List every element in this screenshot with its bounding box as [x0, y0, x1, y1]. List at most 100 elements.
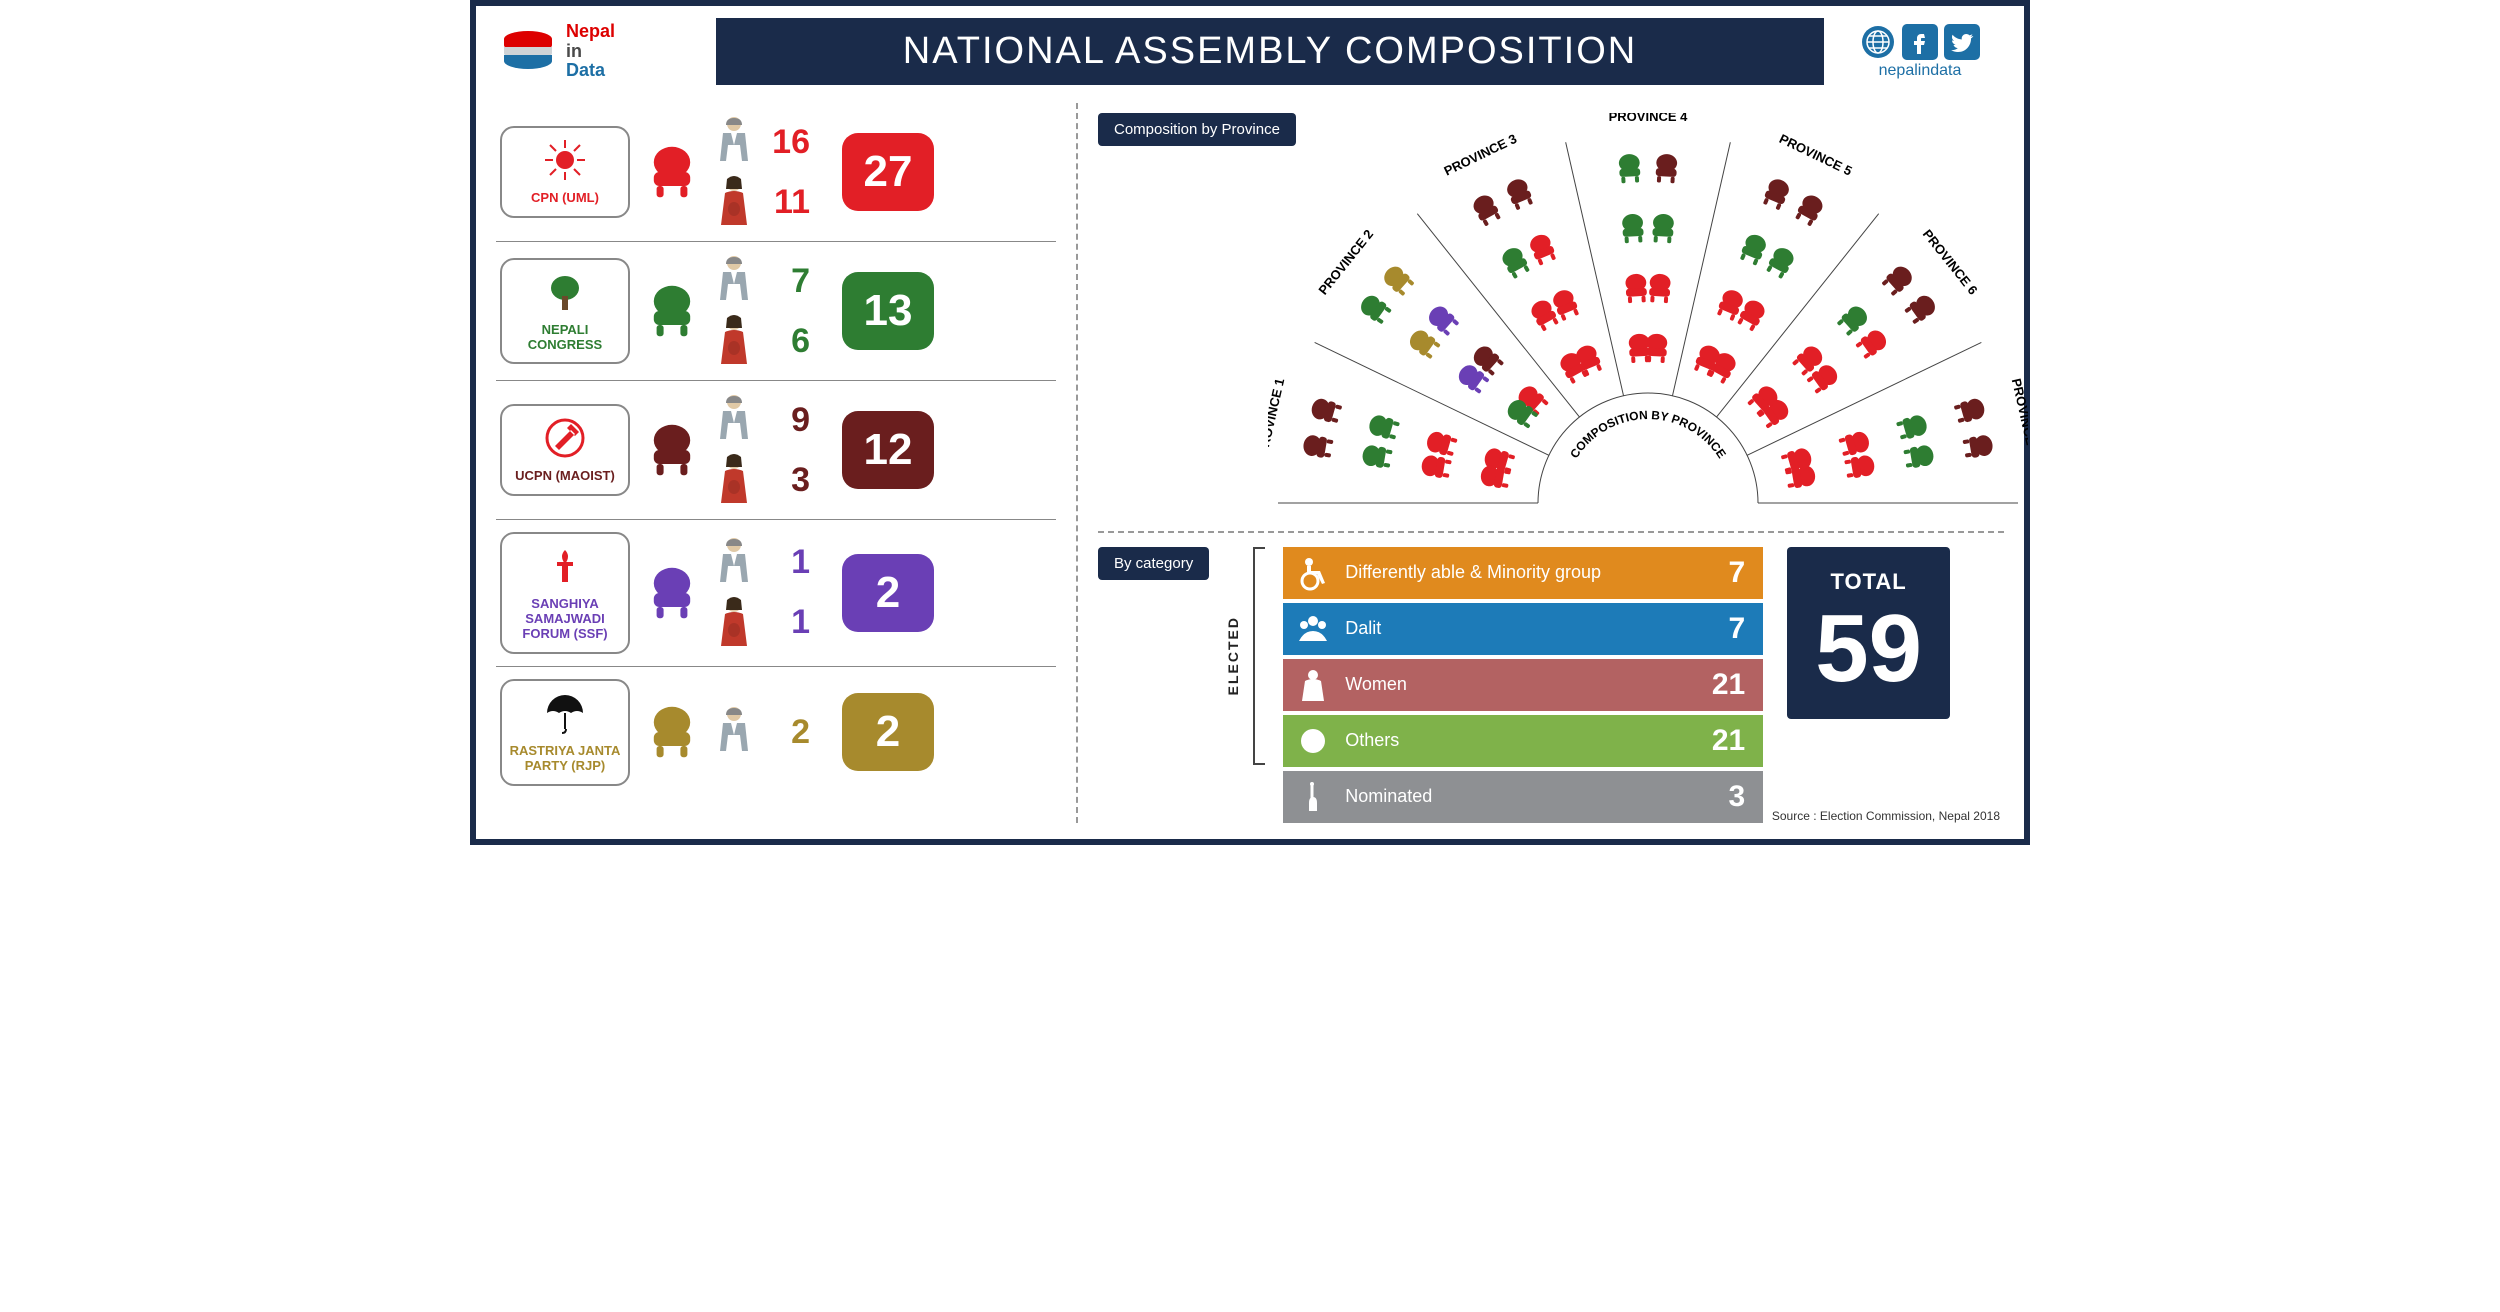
province-seat-icon	[1425, 430, 1458, 458]
party-emblem-icon	[543, 691, 587, 735]
elected-label: ELECTED	[1225, 606, 1241, 705]
category-label: Dalit	[1345, 619, 1671, 639]
party-total-badge: 27	[842, 133, 934, 211]
category-row: Women 21	[1283, 659, 1763, 711]
party-total-badge: 13	[842, 272, 934, 350]
province-seat-icon	[1880, 263, 1915, 298]
province-arc-area: Composition by Province COMPOSITION BY P…	[1098, 103, 2004, 523]
party-badge: SANGHIYA SAMAJWADI FORUM (SSF)	[500, 532, 630, 654]
total-box: TOTAL 59	[1787, 547, 1950, 719]
province-seat-icon	[1628, 333, 1650, 363]
province-seat-icon	[1838, 430, 1871, 458]
province-label: PROVINCE 5	[1777, 131, 1854, 179]
seat-icon	[644, 704, 700, 760]
party-total: 27	[864, 147, 913, 197]
right-panel: Composition by Province COMPOSITION BY P…	[1098, 103, 2004, 823]
arc-center-text: COMPOSITION BY PROVINCE	[1567, 408, 1729, 461]
category-label: Women	[1345, 675, 1671, 695]
female-icon	[714, 596, 754, 650]
province-label: PROVINCE 2	[1315, 227, 1376, 298]
male-count: 1	[766, 543, 810, 582]
province-label: PROVINCE 7	[2009, 377, 2028, 457]
logo-text-line1: Nepal	[566, 22, 615, 42]
female-count: 6	[766, 322, 810, 361]
web-icon	[1860, 24, 1896, 60]
party-emblem-icon	[543, 138, 587, 182]
female-icon	[714, 453, 754, 507]
province-seat-icon	[1470, 192, 1502, 227]
province-seat-icon	[1420, 454, 1452, 479]
category-section-label: By category	[1098, 547, 1209, 580]
male-count: 7	[766, 262, 810, 301]
category-count: 7	[1685, 556, 1745, 590]
party-row: CPN (UML) 16 11 27	[496, 103, 1056, 241]
province-arc: COMPOSITION BY PROVINCEPROVINCE 1PROVINC…	[1268, 113, 2028, 513]
male-count: 16	[766, 123, 810, 162]
province-seat-icon	[1504, 176, 1534, 211]
province-seat-icon	[1655, 154, 1677, 184]
party-name: RASTRIYA JANTA PARTY (RJP)	[508, 744, 622, 774]
province-seat-icon	[1527, 232, 1557, 267]
male-count: 2	[766, 713, 810, 752]
province-seat-icon	[1903, 444, 1935, 469]
province-seat-icon	[1625, 273, 1647, 303]
parties-panel: CPN (UML) 16 11 27 NEPALI CONGRESS	[496, 103, 1056, 823]
province-seat-icon	[1794, 192, 1826, 227]
social-block: nepalindata	[1840, 24, 2000, 80]
logo-text-line3: Data	[566, 61, 615, 81]
seat-icon	[644, 565, 700, 621]
province-seat-icon	[1738, 232, 1768, 267]
province-seat-icon	[1361, 444, 1393, 469]
province-seat-icon	[1649, 273, 1671, 303]
party-badge: UCPN (MAOIST)	[500, 404, 630, 496]
province-seat-icon	[1302, 434, 1334, 459]
category-label: Nominated	[1345, 787, 1671, 807]
source-text: Source : Election Commission, Nepal 2018	[1772, 809, 2000, 823]
province-seat-icon	[1622, 213, 1644, 243]
social-handle: nepalindata	[1840, 62, 2000, 80]
party-emblem-icon	[543, 544, 587, 588]
woman-icon	[1295, 667, 1331, 703]
category-label: Others	[1345, 731, 1671, 751]
party-name: SANGHIYA SAMAJWADI FORUM (SSF)	[508, 597, 622, 642]
group-icon	[1295, 611, 1331, 647]
party-total: 12	[864, 425, 913, 475]
province-label: PROVINCE 4	[1609, 113, 1689, 124]
province-seat-icon	[1854, 327, 1890, 361]
party-row: RASTRIYA JANTA PARTY (RJP) 2 2	[496, 666, 1056, 798]
hand-icon	[1295, 779, 1331, 815]
province-seat-icon	[1765, 245, 1797, 280]
party-name: CPN (UML)	[508, 191, 622, 206]
male-icon	[714, 536, 754, 590]
province-seat-icon	[1309, 397, 1342, 425]
party-name: UCPN (MAOIST)	[508, 469, 622, 484]
male-icon	[714, 393, 754, 447]
facebook-icon	[1902, 24, 1938, 60]
province-label: PROVINCE 3	[1442, 131, 1519, 179]
content: CPN (UML) 16 11 27 NEPALI CONGRESS	[476, 93, 2024, 839]
female-count: 1	[766, 603, 810, 642]
province-seat-icon	[1896, 413, 1929, 441]
party-name: NEPALI CONGRESS	[508, 323, 622, 353]
category-row: Nominated 3	[1283, 771, 1763, 823]
category-count: 21	[1685, 724, 1745, 758]
horizontal-divider	[1098, 531, 2004, 533]
male-icon	[714, 705, 754, 759]
total-value: 59	[1815, 601, 1922, 697]
party-emblem-icon	[543, 416, 587, 460]
female-count: 3	[766, 461, 810, 500]
party-total: 13	[864, 286, 913, 336]
category-row: Differently able & Minority group 7	[1283, 547, 1763, 599]
party-row: SANGHIYA SAMAJWADI FORUM (SSF) 1 1 2	[496, 519, 1056, 666]
seat-icon	[644, 144, 700, 200]
province-seat-icon	[1844, 454, 1876, 479]
province-seat-icon	[1425, 303, 1460, 338]
male-icon	[714, 254, 754, 308]
category-count: 21	[1685, 668, 1745, 702]
province-section-label: Composition by Province	[1098, 113, 1296, 146]
province-seat-icon	[1836, 303, 1871, 338]
category-area: ELECTED Differently able & Minority grou…	[1225, 547, 1763, 823]
logo-disc-icon	[500, 23, 556, 79]
male-count: 9	[766, 401, 810, 440]
infographic-frame: Nepal in Data NATIONAL ASSEMBLY COMPOSIT…	[470, 0, 2030, 845]
